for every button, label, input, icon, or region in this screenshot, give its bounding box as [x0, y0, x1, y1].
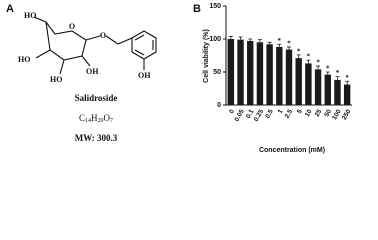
atom: O — [69, 22, 75, 31]
x-tick-label: 5 — [296, 108, 304, 115]
bar — [256, 42, 264, 105]
error-bar — [257, 39, 262, 43]
bar — [343, 84, 351, 105]
x-tick-label: 0.05 — [233, 108, 246, 123]
x-tick-label: 0 — [228, 108, 236, 115]
error-bar — [316, 65, 321, 70]
bar — [324, 74, 331, 105]
bar — [295, 58, 302, 105]
error-bar — [306, 59, 311, 64]
y-tick-label: 100 — [209, 36, 221, 43]
atom: HO — [24, 11, 36, 20]
figure: A HO O O HO HO OH OH Salidroside C14H20O… — [6, 3, 353, 154]
panel-a: A HO O O HO HO OH OH Salidroside C14H20O… — [6, 3, 157, 143]
atom: HO — [18, 55, 30, 64]
x-tick-label: 25 — [314, 108, 324, 118]
panel-label: A — [6, 3, 14, 15]
atom: O — [100, 31, 106, 40]
x-tick-label: 0.1 — [245, 108, 256, 120]
bar — [276, 46, 283, 105]
significance-mark: * — [316, 59, 320, 67]
panel-label: B — [193, 3, 201, 15]
error-bar — [248, 38, 253, 41]
formula-part: 20 — [98, 118, 104, 124]
x-tick-label: 0.5 — [264, 108, 275, 120]
significance-mark: * — [345, 74, 349, 82]
significance-mark: * — [278, 37, 282, 45]
x-tick-label: 250 — [341, 108, 353, 121]
structure-bonds — [33, 16, 133, 75]
formula-part: H — [91, 113, 98, 123]
y-tick-label: 50 — [213, 69, 221, 76]
atom: OH — [86, 67, 99, 76]
bar — [305, 63, 312, 105]
error-bar — [296, 54, 301, 59]
atom: HO — [50, 75, 62, 84]
bar — [266, 44, 273, 105]
bar — [334, 79, 341, 105]
significance-mark: * — [307, 53, 311, 61]
molecular-weight: MW: 300.3 — [75, 133, 118, 143]
formula-part: O — [104, 113, 111, 123]
atom: OH — [138, 71, 151, 80]
bar — [237, 39, 244, 105]
error-bar — [335, 76, 340, 80]
x-axis-label: Concentration (mM) — [259, 147, 325, 154]
significance-mark: * — [287, 40, 291, 48]
significance-mark: * — [336, 69, 340, 77]
bar — [227, 39, 235, 105]
formula: C14H20O7 — [79, 113, 113, 124]
x-tick-label: 0.25 — [253, 108, 266, 123]
bar — [285, 49, 293, 105]
panel-b: B Cell viability (%) Concentration (mM) … — [193, 3, 353, 154]
error-bar — [325, 71, 330, 75]
error-bar — [267, 41, 272, 45]
formula-part: 7 — [110, 118, 113, 124]
benzene-ring — [131, 30, 157, 70]
x-tick-label: 1 — [277, 108, 285, 115]
x-tick-label: 100 — [331, 108, 343, 121]
x-tick-label: 50 — [323, 108, 333, 118]
error-bar — [238, 36, 243, 40]
y-tick-label: 150 — [209, 3, 221, 10]
bar — [314, 69, 322, 105]
y-tick-label: 0 — [217, 102, 221, 109]
x-tick-label: 10 — [304, 108, 314, 118]
compound-name: Salidroside — [75, 93, 118, 103]
error-bar — [345, 80, 350, 85]
significance-mark: * — [326, 65, 330, 73]
bar — [247, 40, 254, 106]
formula-part: C — [79, 113, 85, 123]
formula-part: 14 — [85, 118, 91, 124]
y-axis-label: Cell viability (%) — [203, 29, 210, 83]
error-bar — [228, 35, 233, 39]
significance-mark: * — [297, 47, 301, 55]
error-bar — [277, 43, 282, 47]
x-tick-label: 2.5 — [284, 108, 295, 120]
error-bar — [287, 46, 291, 50]
